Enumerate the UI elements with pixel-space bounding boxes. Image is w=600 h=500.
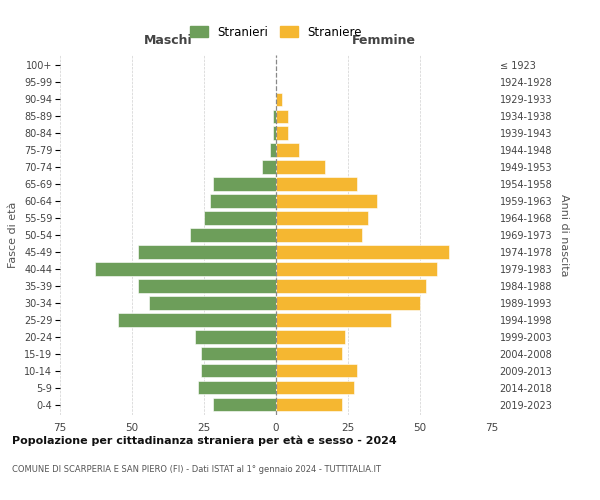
Bar (276, 314, 391, 326)
Bar (201, 347, 276, 360)
Bar (118, 314, 276, 326)
Bar (276, 364, 356, 378)
Bar (273, 110, 276, 123)
Bar (138, 280, 276, 292)
Bar (276, 381, 354, 394)
Bar (198, 381, 276, 394)
Bar (276, 280, 426, 292)
Bar (276, 330, 345, 344)
Bar (276, 160, 325, 173)
Text: Femmine: Femmine (352, 34, 416, 46)
Bar (138, 246, 276, 258)
Bar (276, 212, 368, 224)
Text: Popolazione per cittadinanza straniera per età e sesso - 2024: Popolazione per cittadinanza straniera p… (12, 435, 397, 446)
Bar (210, 194, 276, 207)
Bar (276, 347, 342, 360)
Bar (95, 262, 276, 276)
Bar (276, 178, 356, 190)
Text: Maschi: Maschi (143, 34, 193, 46)
Bar (276, 398, 342, 411)
Bar (212, 398, 276, 411)
Bar (276, 126, 287, 140)
Bar (196, 330, 276, 344)
Bar (273, 126, 276, 140)
Bar (262, 160, 276, 173)
Bar (276, 144, 299, 156)
Bar (276, 110, 287, 123)
Bar (204, 212, 276, 224)
Bar (276, 92, 282, 106)
Bar (276, 246, 449, 258)
Bar (149, 296, 276, 310)
Bar (276, 194, 377, 207)
Y-axis label: Anni di nascita: Anni di nascita (559, 194, 569, 276)
Bar (270, 144, 276, 156)
Bar (276, 296, 420, 310)
Bar (276, 262, 437, 276)
Bar (190, 228, 276, 241)
Legend: Stranieri, Straniere: Stranieri, Straniere (185, 21, 367, 44)
Bar (201, 364, 276, 378)
Bar (212, 178, 276, 190)
Bar (276, 228, 362, 241)
Text: COMUNE DI SCARPERIA E SAN PIERO (FI) - Dati ISTAT al 1° gennaio 2024 - TUTTITALI: COMUNE DI SCARPERIA E SAN PIERO (FI) - D… (12, 465, 381, 474)
Y-axis label: Fasce di età: Fasce di età (8, 202, 19, 268)
